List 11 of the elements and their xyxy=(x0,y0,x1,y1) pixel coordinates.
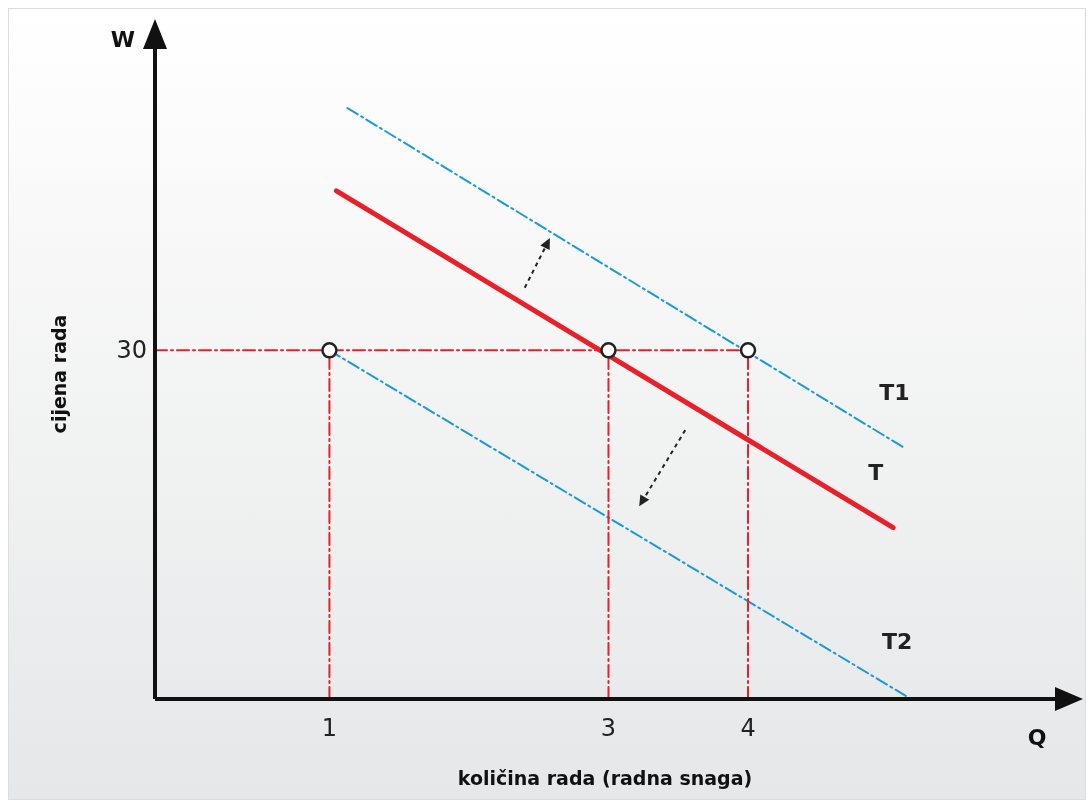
series-label: T xyxy=(868,459,884,485)
x-tick-label: 3 xyxy=(600,714,617,743)
x-axis-title: količina rada (radna snaga) xyxy=(457,767,753,789)
x-tick-label: 1 xyxy=(321,714,338,743)
series-label: T1 xyxy=(879,379,910,405)
series-label: T2 xyxy=(882,628,913,654)
text: Q xyxy=(1027,725,1047,750)
text: W xyxy=(110,27,136,52)
text: 30 xyxy=(116,336,147,365)
x-tick-label: 4 xyxy=(740,714,756,743)
y-axis-title: cijena rada xyxy=(47,314,70,434)
